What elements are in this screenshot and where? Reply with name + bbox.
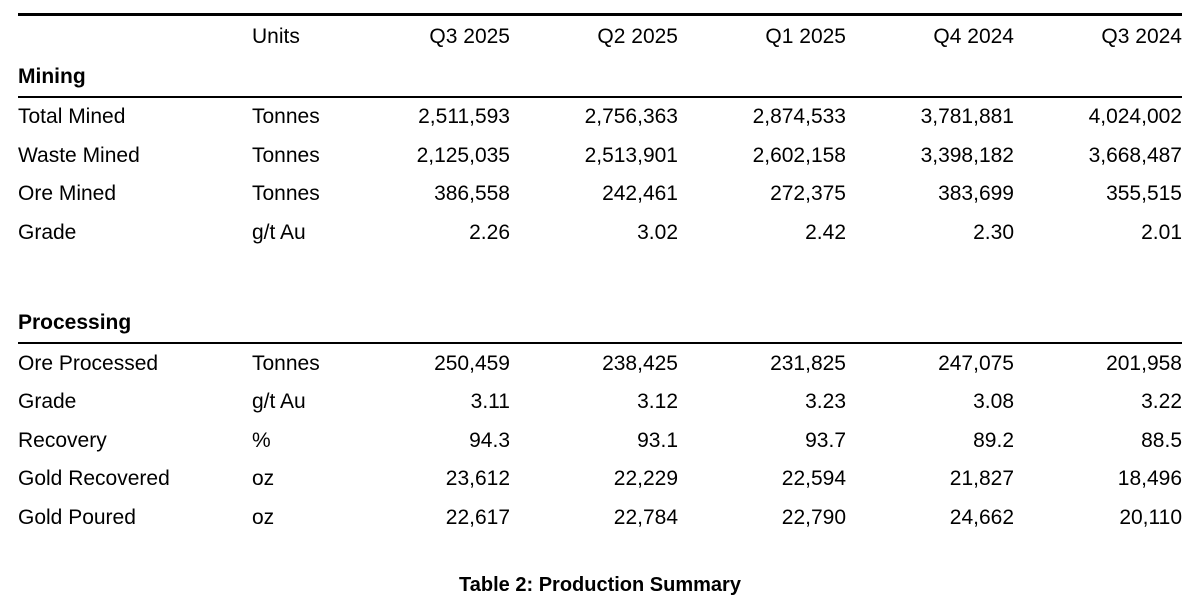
units-cell: g/t Au: [252, 221, 306, 245]
table-body: Mining Total Mined Tonnes 2,511,593 2,756,36…: [18, 58, 1182, 537]
column-header-q4-2024: Q4 2024: [933, 25, 1014, 48]
units-cell: %: [252, 428, 271, 452]
value-cell: 3.22: [1141, 390, 1182, 414]
value-cell: 247,075: [938, 351, 1014, 375]
table-caption: Table 2: Production Summary: [459, 574, 741, 597]
value-cell: 3,668,487: [1088, 143, 1182, 167]
value-cell: 238,425: [602, 351, 678, 375]
column-header-units: Units: [252, 25, 300, 48]
value-cell: 22,784: [613, 506, 678, 530]
value-cell: 89.2: [973, 428, 1014, 452]
metric-cell: Grade: [18, 221, 77, 245]
column-header-q3-2025: Q3 2025: [429, 25, 510, 48]
value-cell: 250,459: [434, 351, 510, 375]
section-spacer-row: [18, 252, 1182, 304]
value-cell: 18,496: [1117, 467, 1182, 491]
value-cell: 24,662: [949, 506, 1014, 530]
section-spacer: [18, 252, 1182, 304]
value-cell: 3.11: [470, 390, 510, 414]
value-cell: 88.5: [1141, 428, 1182, 452]
table-row: Waste Mined Tonnes 2,125,035 2,513,901 2,602…: [18, 137, 1182, 176]
value-cell: 21,827: [949, 467, 1014, 491]
units-cell: oz: [252, 506, 275, 530]
value-cell: 2,511,593: [418, 105, 510, 129]
value-cell: 22,594: [781, 467, 846, 491]
section-label: Mining: [18, 58, 1182, 98]
value-cell: 386,558: [434, 182, 510, 206]
column-header-q2-2025: Q2 2025: [597, 25, 678, 48]
value-cell: 2,513,901: [584, 143, 678, 167]
value-cell: 355,515: [1106, 182, 1182, 206]
units-cell: Tonnes: [252, 351, 320, 375]
value-cell: 20,110: [1119, 506, 1182, 530]
value-cell: 3,398,182: [920, 143, 1014, 167]
metric-cell: Total Mined: [18, 105, 126, 129]
units-cell: g/t Au: [252, 390, 306, 414]
units-cell: Tonnes: [252, 182, 320, 206]
value-cell: 272,375: [770, 182, 846, 206]
table-row: Total Mined Tonnes 2,511,593 2,756,363 2,874…: [18, 97, 1182, 137]
value-cell: 2,874,533: [752, 105, 846, 129]
units-cell: Tonnes: [252, 105, 320, 129]
table-row: Grade g/t Au 3.11 3.12 3.23 3.08 3.22: [18, 383, 1182, 422]
table-row: Ore Processed Tonnes 250,459 238,425 231,825…: [18, 343, 1182, 383]
metric-cell: Recovery: [18, 428, 107, 452]
units-cell: oz: [252, 467, 275, 491]
value-cell: 4,024,002: [1088, 105, 1182, 129]
value-cell: 231,825: [770, 351, 846, 375]
table-row: Grade g/t Au 2.26 3.02 2.42 2.30 2.01: [18, 214, 1182, 253]
value-cell: 2,602,158: [752, 143, 846, 167]
table-row: Gold Recovered oz 23,612 22,229 22,594 21,827…: [18, 460, 1182, 499]
value-cell: 22,790: [781, 506, 846, 530]
value-cell: 22,229: [613, 467, 678, 491]
column-header-metric: [18, 15, 252, 59]
production-summary-table: Units Q3 2025 Q2 2025 Q1 2025 Q4 2024 Q3…: [18, 13, 1182, 537]
section-label-row: Processing: [18, 304, 1182, 345]
value-cell: 2.26: [469, 221, 510, 245]
table-row: Gold Poured oz 22,617 22,784 22,790 24,662 20,…: [18, 499, 1182, 538]
section-label-row: Mining: [18, 58, 1182, 98]
column-header-q3-2024: Q3 2024: [1101, 25, 1182, 48]
metric-cell: Ore Mined: [18, 182, 117, 206]
value-cell: 2,756,363: [584, 105, 678, 129]
table-header-row: Units Q3 2025 Q2 2025 Q1 2025 Q4 2024 Q3…: [18, 15, 1182, 59]
value-cell: 93.1: [637, 428, 678, 452]
table-row: Ore Mined Tonnes 386,558 242,461 272,375 383,…: [18, 175, 1182, 214]
metric-cell: Gold Poured: [18, 506, 136, 530]
value-cell: 3.12: [637, 390, 678, 414]
value-cell: 3.08: [973, 390, 1014, 414]
value-cell: 93.7: [805, 428, 846, 452]
metric-cell: Ore Processed: [18, 351, 159, 375]
value-cell: 23,612: [445, 467, 510, 491]
value-cell: 383,699: [938, 182, 1014, 206]
section-label: Processing: [18, 304, 1182, 345]
value-cell: 2.01: [1141, 221, 1182, 245]
metric-cell: Gold Recovered: [18, 467, 170, 491]
value-cell: 2.30: [973, 221, 1014, 245]
metric-cell: Waste Mined: [18, 143, 140, 167]
column-header-q1-2025: Q1 2025: [765, 25, 846, 48]
value-cell: 201,958: [1106, 351, 1182, 375]
value-cell: 94.3: [469, 428, 510, 452]
table-row: Recovery% 94.3 93.1 93.7 89.2 88.5: [18, 422, 1182, 461]
value-cell: 3,781,881: [920, 105, 1014, 129]
units-cell: Tonnes: [252, 143, 320, 167]
value-cell: 2,125,035: [416, 143, 510, 167]
value-cell: 22,617: [445, 506, 510, 530]
value-cell: 3.02: [637, 221, 678, 245]
metric-cell: Grade: [18, 390, 77, 414]
value-cell: 242,461: [602, 182, 678, 206]
value-cell: 3.23: [805, 390, 846, 414]
value-cell: 2.42: [805, 221, 846, 245]
